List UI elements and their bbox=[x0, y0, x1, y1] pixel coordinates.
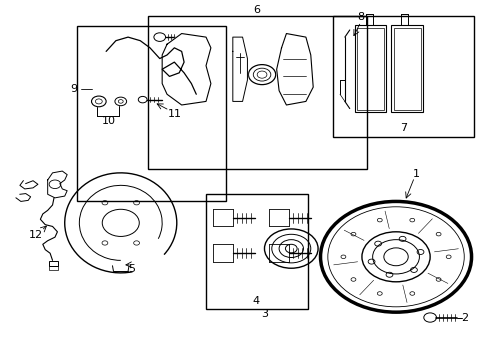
Bar bbox=[391, 24, 423, 112]
Bar bbox=[394, 28, 421, 111]
Text: 5: 5 bbox=[128, 264, 135, 274]
Text: 8: 8 bbox=[357, 13, 365, 22]
Text: 1: 1 bbox=[413, 168, 420, 179]
Text: 11: 11 bbox=[168, 109, 181, 119]
Text: 7: 7 bbox=[400, 123, 407, 133]
Polygon shape bbox=[233, 37, 247, 102]
Text: 10: 10 bbox=[101, 116, 116, 126]
Text: 9: 9 bbox=[70, 84, 77, 94]
Bar bbox=[49, 261, 58, 266]
Bar bbox=[357, 28, 384, 111]
Bar bbox=[333, 16, 474, 137]
Bar bbox=[355, 24, 386, 112]
Polygon shape bbox=[277, 33, 313, 105]
Bar bbox=[77, 26, 225, 202]
Bar bbox=[49, 266, 58, 270]
Text: 12: 12 bbox=[28, 230, 43, 240]
Polygon shape bbox=[162, 33, 211, 105]
Bar bbox=[206, 194, 308, 309]
Text: 3: 3 bbox=[261, 309, 268, 319]
Text: 4: 4 bbox=[253, 296, 260, 306]
Text: 6: 6 bbox=[254, 5, 261, 15]
Bar bbox=[147, 16, 367, 169]
Text: 2: 2 bbox=[461, 312, 468, 323]
